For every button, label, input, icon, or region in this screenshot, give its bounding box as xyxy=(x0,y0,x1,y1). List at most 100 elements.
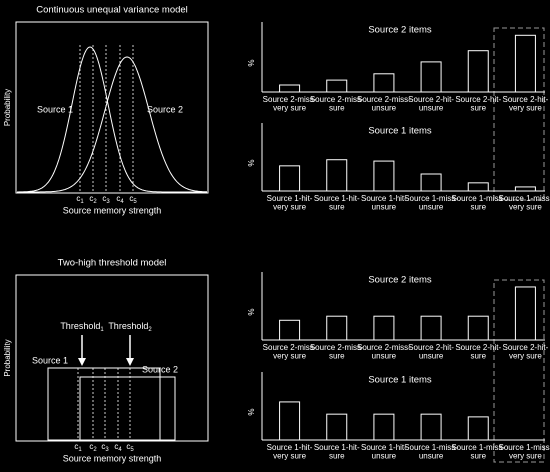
x-tick-label: unsure xyxy=(419,452,444,461)
criterion-label: c1 xyxy=(76,194,84,204)
criterion-label-main: c xyxy=(89,442,93,451)
bar xyxy=(279,319,301,341)
y-axis-label: Probability xyxy=(3,339,12,376)
criterion-label-main: c xyxy=(74,442,78,451)
x-tick-label: sure xyxy=(329,203,345,212)
x-axis-label: Source memory strength xyxy=(63,205,162,215)
model-title: Continuous unequal variance model xyxy=(36,5,188,16)
criterion-label-main: c xyxy=(116,194,120,203)
criterion-label: c4 xyxy=(114,442,122,452)
x-tick-label: very sure xyxy=(509,452,542,461)
x-tick-label: Source 2-hit- xyxy=(455,95,501,104)
bar xyxy=(420,61,442,93)
model-frame xyxy=(15,274,209,442)
x-tick-label: Source 2-hit- xyxy=(503,343,549,352)
x-tick-label: Source 1-hit- xyxy=(361,194,407,203)
x-tick-label: sure xyxy=(470,452,486,461)
bar xyxy=(467,50,489,93)
bar xyxy=(326,315,348,341)
x-axis-label: Source memory strength xyxy=(63,453,162,463)
model-title: Two-high threshold model xyxy=(58,258,167,269)
x-tick-label: very sure xyxy=(273,452,306,461)
x-tick-label: unsure xyxy=(372,452,397,461)
source-label: Source 1 xyxy=(32,355,68,365)
criterion-label: c4 xyxy=(116,194,124,204)
x-tick-label: Source 2-miss- xyxy=(357,343,411,352)
criterion-label-main: c xyxy=(129,194,133,203)
source2-rect xyxy=(79,376,176,441)
x-tick-label: sure xyxy=(329,452,345,461)
bar xyxy=(514,286,536,341)
x-tick-label: Source 2-miss- xyxy=(263,95,317,104)
criterion-label-main: c xyxy=(126,442,130,451)
x-tick-label: Source 2-miss- xyxy=(310,95,364,104)
source1-curve xyxy=(17,46,207,193)
source1-rect xyxy=(47,367,161,441)
criterion-label-main: c xyxy=(114,442,118,451)
criterion-label-main: c xyxy=(102,194,106,203)
bar xyxy=(420,173,442,192)
criterion-label-sub: 5 xyxy=(133,199,137,205)
bar xyxy=(467,182,489,192)
bar xyxy=(279,401,301,441)
x-tick-label: very sure xyxy=(273,104,306,113)
threshold-label-sub: 2 xyxy=(148,327,152,333)
x-tick-label: Source 2-hit- xyxy=(503,95,549,104)
criterion-label-sub: 3 xyxy=(106,199,110,205)
x-tick-label: unsure xyxy=(372,203,397,212)
bar xyxy=(326,79,348,93)
x-tick-label: unsure xyxy=(419,203,444,212)
chart-title: Source 1 items xyxy=(368,375,432,386)
x-tick-label: sure xyxy=(470,104,486,113)
arrow-head xyxy=(78,358,86,366)
criterion-label: c2 xyxy=(89,194,97,204)
x-tick-label: Source 2-miss- xyxy=(310,343,364,352)
criterion-label-sub: 2 xyxy=(93,199,97,205)
criterion-label: c5 xyxy=(126,442,134,452)
y-axis-label: % xyxy=(247,408,256,415)
y-axis-label: % xyxy=(247,59,256,66)
x-tick-label: Source 1-miss- xyxy=(451,194,505,203)
x-tick-label: Source 1-hit- xyxy=(361,443,407,452)
x-tick-label: Source 2-miss- xyxy=(357,95,411,104)
criterion-label: c3 xyxy=(102,194,110,204)
x-tick-label: very sure xyxy=(509,203,542,212)
x-tick-label: Source 1-miss- xyxy=(499,194,550,203)
x-tick-label: very sure xyxy=(509,352,542,361)
bar xyxy=(279,165,301,192)
x-tick-label: unsure xyxy=(419,104,444,113)
x-tick-label: Source 2-hit- xyxy=(408,95,454,104)
x-tick-label: unsure xyxy=(372,352,397,361)
criterion-label: c3 xyxy=(101,442,109,452)
x-tick-label: Source 1-hit- xyxy=(267,194,313,203)
source-label: Source 1 xyxy=(37,104,73,114)
criterion-label-main: c xyxy=(89,194,93,203)
x-tick-label: sure xyxy=(470,203,486,212)
criterion-label-sub: 4 xyxy=(120,199,124,205)
x-tick-label: Source 2-hit- xyxy=(408,343,454,352)
bar xyxy=(373,413,395,441)
criterion-label-sub: 2 xyxy=(93,447,97,453)
x-tick-label: Source 1-miss- xyxy=(404,443,458,452)
x-tick-label: unsure xyxy=(419,352,444,361)
threshold-label-sub: 1 xyxy=(100,327,104,333)
x-tick-label: Source 1-miss- xyxy=(404,194,458,203)
criterion-label: c2 xyxy=(89,442,97,452)
threshold-label-main: Threshold xyxy=(60,321,100,331)
bar xyxy=(514,186,536,192)
bar xyxy=(326,159,348,192)
bar xyxy=(326,413,348,441)
chart-title: Source 1 items xyxy=(368,126,432,137)
model-frame xyxy=(15,21,209,194)
threshold-label: Threshold2 xyxy=(108,321,152,332)
arrow-head xyxy=(126,358,134,366)
x-tick-label: Source 1-hit- xyxy=(314,194,360,203)
criterion-label-sub: 1 xyxy=(78,447,82,453)
x-tick-label: Source 1-miss- xyxy=(499,443,550,452)
bar xyxy=(373,160,395,192)
criterion-label: c1 xyxy=(74,442,82,452)
x-tick-label: very sure xyxy=(273,203,306,212)
bar xyxy=(279,84,301,93)
x-tick-label: unsure xyxy=(372,104,397,113)
